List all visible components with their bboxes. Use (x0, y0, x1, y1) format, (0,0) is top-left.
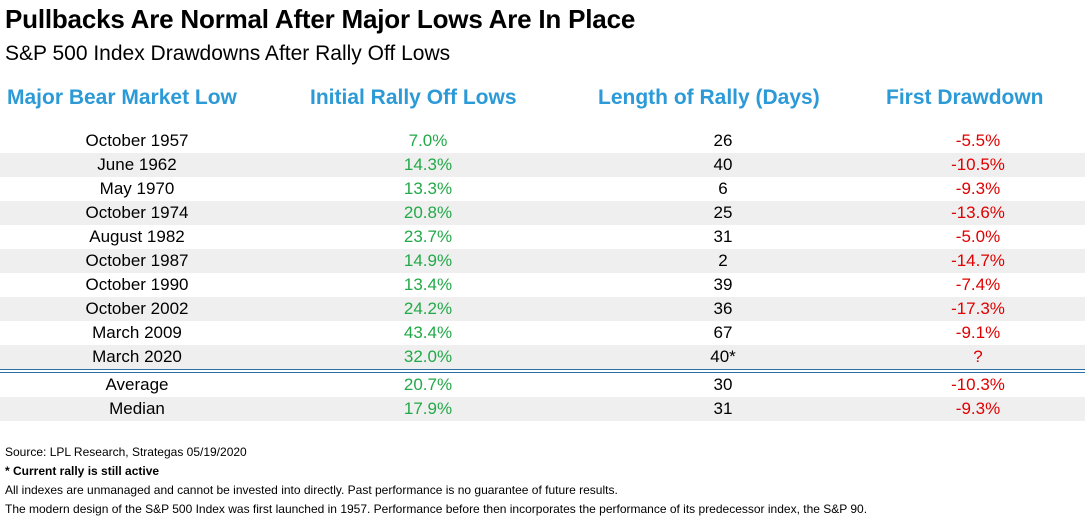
cell-initial-rally: 17.9% (403, 399, 453, 418)
cell-rally-length: 30 (713, 375, 733, 394)
cell-bear-market-low: October 2002 (85, 299, 189, 318)
cell-rally-length: 40 (713, 155, 733, 174)
cell-first-drawdown: -14.7% (951, 251, 1005, 270)
page-subtitle: S&P 500 Index Drawdowns After Rally Off … (5, 42, 451, 65)
table-row: June 1962 14.3% 40 -10.5% (0, 153, 1085, 177)
summary-divider (0, 369, 1085, 373)
table-row: May 1970 13.3% 6 -9.3% (0, 177, 1085, 201)
cell-initial-rally: 24.2% (403, 299, 453, 318)
page-title: Pullbacks Are Normal After Major Lows Ar… (5, 4, 636, 34)
history-note: The modern design of the S&P 500 Index w… (5, 502, 868, 516)
cell-initial-rally: 13.3% (403, 179, 453, 198)
cell-bear-market-low: June 1962 (97, 155, 177, 174)
cell-first-drawdown: -7.4% (955, 275, 1001, 294)
header-initial-rally: Initial Rally Off Lows (310, 86, 517, 109)
header-rally-length: Length of Rally (Days) (598, 86, 820, 109)
cell-rally-length: 2 (718, 251, 728, 270)
cell-first-drawdown: -9.3% (955, 179, 1001, 198)
table-body: October 1957 7.0% 26 -5.5% June 1962 14.3% 40-… (0, 129, 1085, 421)
cell-bear-market-low: March 2009 (92, 323, 182, 342)
cell-bear-market-low: October 1990 (85, 275, 189, 294)
cell-rally-length: 36 (713, 299, 733, 318)
header-first-drawdown: First Drawdown (886, 86, 1044, 109)
cell-first-drawdown: -5.0% (955, 227, 1001, 246)
cell-initial-rally: 43.4% (403, 323, 453, 342)
cell-first-drawdown: ? (973, 347, 983, 366)
cell-bear-market-low: Median (109, 399, 165, 418)
disclaimer-note: All indexes are unmanaged and cannot be … (5, 483, 618, 497)
cell-rally-length: 40* (710, 347, 736, 366)
cell-bear-market-low: October 1974 (85, 203, 189, 222)
cell-initial-rally: 14.9% (403, 251, 453, 270)
table-row: Average 20.7% 30 -10.3% (0, 373, 1085, 397)
footnotes: Source: LPL Research, Strategas 05/19/20… (5, 443, 1080, 519)
cell-rally-length: 67 (713, 323, 733, 342)
cell-initial-rally: 20.7% (403, 375, 453, 394)
table-row: October 1957 7.0% 26 -5.5% (0, 129, 1085, 153)
table-row: October 1987 14.9% 2 -14.7% (0, 249, 1085, 273)
cell-bear-market-low: August 1982 (89, 227, 185, 246)
cell-bear-market-low: Average (105, 375, 169, 394)
table-row: October 1974 20.8% 25 -13.6% (0, 201, 1085, 225)
cell-bear-market-low: March 2020 (92, 347, 182, 366)
cell-first-drawdown: -9.1% (955, 323, 1001, 342)
cell-rally-length: 39 (713, 275, 733, 294)
cell-bear-market-low: October 1987 (85, 251, 189, 270)
cell-rally-length: 25 (713, 203, 733, 222)
cell-initial-rally: 14.3% (403, 155, 453, 174)
cell-initial-rally: 32.0% (403, 347, 453, 366)
cell-rally-length: 26 (713, 131, 733, 150)
asterisk-note: * Current rally is still active (5, 464, 160, 478)
table-header: Major Bear Market Low Initial Rally Off … (0, 86, 1085, 116)
cell-initial-rally: 13.4% (403, 275, 453, 294)
source-note: Source: LPL Research, Strategas 05/19/20… (5, 445, 247, 459)
table-row: March 2009 43.4% 67 -9.1% (0, 321, 1085, 345)
cell-first-drawdown: -9.3% (955, 399, 1001, 418)
cell-initial-rally: 23.7% (403, 227, 453, 246)
cell-initial-rally: 20.8% (403, 203, 453, 222)
cell-first-drawdown: -10.5% (951, 155, 1005, 174)
cell-bear-market-low: October 1957 (85, 131, 189, 150)
cell-initial-rally: 7.0% (408, 131, 448, 150)
cell-rally-length: 31 (713, 227, 733, 246)
table-row: Median 17.9% 31 -9.3% (0, 397, 1085, 421)
cell-first-drawdown: -5.5% (955, 131, 1001, 150)
table-row: October 2002 24.2% 36 -17.3% (0, 297, 1085, 321)
cell-first-drawdown: -17.3% (951, 299, 1005, 318)
table-row: October 1990 13.4% 39 -7.4% (0, 273, 1085, 297)
table-row: March 2020 32.0% 40*? (0, 345, 1085, 369)
cell-rally-length: 31 (713, 399, 733, 418)
table-row: August 1982 23.7% 31 -5.0% (0, 225, 1085, 249)
cell-rally-length: 6 (718, 179, 728, 198)
cell-first-drawdown: -10.3% (951, 375, 1005, 394)
cell-first-drawdown: -13.6% (951, 203, 1005, 222)
cell-bear-market-low: May 1970 (99, 179, 175, 198)
header-bear-market-low: Major Bear Market Low (7, 86, 237, 109)
